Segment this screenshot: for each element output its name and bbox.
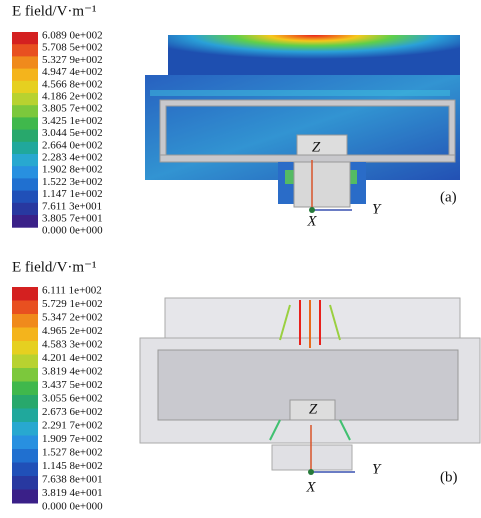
legend-label: 1.147 1e+002 xyxy=(42,188,103,200)
legend-label: 2.673 6e+002 xyxy=(42,406,103,418)
color-band xyxy=(12,328,38,342)
legend-label: 0.000 0e+000 xyxy=(42,501,103,513)
color-band xyxy=(12,436,38,450)
legend-label: 4.965 2e+002 xyxy=(42,325,103,337)
color-band xyxy=(12,355,38,369)
legend-title: E field/V·m⁻¹ xyxy=(12,3,96,19)
color-band xyxy=(12,490,38,504)
legend-label: 0.000 0e+000 xyxy=(42,225,103,237)
color-band xyxy=(12,142,38,155)
color-band xyxy=(12,117,38,130)
field-image-a xyxy=(145,35,460,213)
legend-label: 4.566 8e+002 xyxy=(42,78,103,90)
legend-label: 1.522 3e+002 xyxy=(42,176,103,188)
legend-label: 6.089 0e+002 xyxy=(42,30,103,42)
color-band xyxy=(12,93,38,106)
legend-label: 1.909 7e+002 xyxy=(42,433,103,445)
field-image-b xyxy=(140,298,480,475)
axis-label-y: Y xyxy=(372,461,382,477)
color-band xyxy=(12,341,38,355)
color-band xyxy=(12,382,38,396)
legend-label: 1.145 8e+002 xyxy=(42,460,103,472)
legend-label: 7.638 8e+001 xyxy=(42,474,103,486)
color-band xyxy=(12,130,38,143)
legend-label: 6.111 1e+002 xyxy=(42,285,102,297)
color-band xyxy=(12,301,38,315)
legend-label: 3.819 4e+002 xyxy=(42,366,103,378)
axis-label-x: X xyxy=(305,479,316,495)
legend-label: 1.527 8e+002 xyxy=(42,447,103,459)
color-band xyxy=(12,314,38,328)
figure: E field/V·m⁻¹6.089 0e+0025.708 5e+0025.3… xyxy=(0,0,481,518)
legend-label: 3.805 7e+001 xyxy=(42,213,103,225)
legend-label: 4.186 2e+002 xyxy=(42,91,103,103)
legend-label: 3.055 6e+002 xyxy=(42,393,103,405)
color-band xyxy=(12,44,38,57)
color-band xyxy=(12,368,38,382)
legend-label: 1.902 8e+002 xyxy=(42,164,103,176)
legend-title: E field/V·m⁻¹ xyxy=(12,259,96,275)
legend-label: 4.201 4e+002 xyxy=(42,352,103,364)
color-band xyxy=(12,409,38,423)
legend-label: 3.819 4e+001 xyxy=(42,487,103,499)
color-band xyxy=(12,476,38,490)
legend-label: 5.327 9e+002 xyxy=(42,54,103,66)
color-band xyxy=(12,69,38,82)
legend-label: 5.347 2e+002 xyxy=(42,312,103,324)
legend-label: 3.044 5e+002 xyxy=(42,127,103,139)
legend-label: 4.583 3e+002 xyxy=(42,339,103,351)
legend-label: 3.425 1e+002 xyxy=(42,115,103,127)
color-band xyxy=(12,449,38,463)
color-band xyxy=(12,154,38,167)
color-band xyxy=(12,287,38,301)
legend-label: 4.947 4e+002 xyxy=(42,66,103,78)
axis-label-z: Z xyxy=(309,401,318,417)
color-band xyxy=(12,81,38,94)
legend-label: 3.437 5e+002 xyxy=(42,379,103,391)
legend-label: 7.611 3e+001 xyxy=(42,200,102,212)
panel-label: (b) xyxy=(440,469,458,485)
color-band xyxy=(12,203,38,216)
legend-label: 2.283 4e+002 xyxy=(42,152,103,164)
color-band xyxy=(12,463,38,477)
color-band xyxy=(12,422,38,436)
color-band xyxy=(12,32,38,45)
color-band xyxy=(12,395,38,409)
panel-label: (a) xyxy=(440,189,457,205)
axis-label-y: Y xyxy=(372,201,382,217)
color-band xyxy=(12,56,38,69)
legend-label: 2.664 0e+002 xyxy=(42,139,103,151)
color-band xyxy=(12,166,38,179)
legend-label: 5.708 5e+002 xyxy=(42,42,103,54)
axis-label-x: X xyxy=(306,213,317,229)
color-band xyxy=(12,215,38,228)
color-band xyxy=(12,105,38,118)
color-band xyxy=(12,178,38,191)
legend-label: 5.729 1e+002 xyxy=(42,298,103,310)
legend-label: 3.805 7e+002 xyxy=(42,103,103,115)
legend-label: 2.291 7e+002 xyxy=(42,420,103,432)
axis-label-z: Z xyxy=(312,139,321,155)
color-band xyxy=(12,191,38,204)
